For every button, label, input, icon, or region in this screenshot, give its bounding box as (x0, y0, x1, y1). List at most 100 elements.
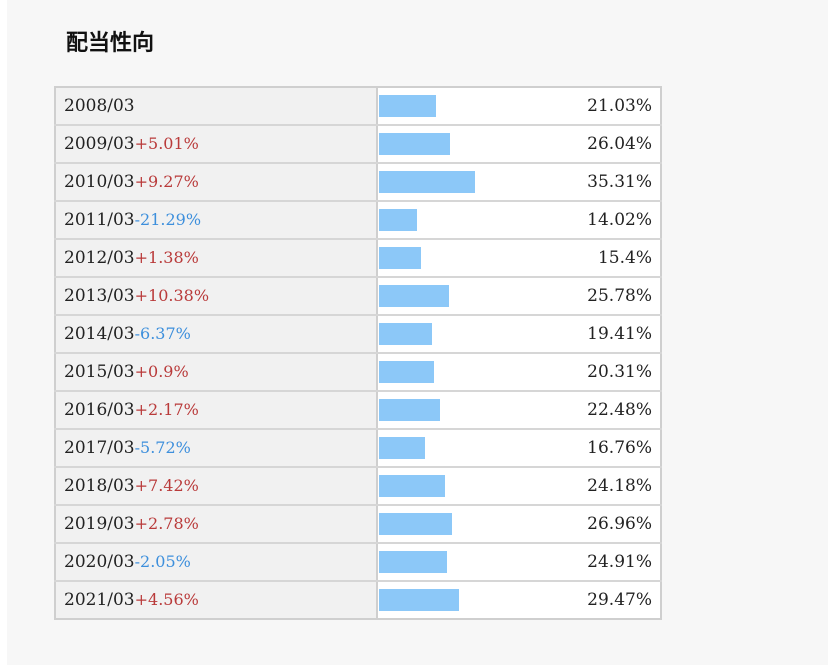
change-label: -21.29% (134, 210, 202, 229)
table-row: 2021/03+4.56% 29.47% (55, 581, 661, 619)
period-label: 2018/03 (64, 476, 135, 496)
bar-cell (377, 163, 526, 202)
ratio-value: 35.31% (526, 163, 661, 202)
period-label: 2009/03 (64, 134, 135, 154)
ratio-value: 21.03% (526, 87, 661, 126)
bar-cell (377, 505, 526, 544)
period-label: 2013/03 (64, 286, 135, 306)
table-row: 2015/03+0.9% 20.31% (55, 353, 661, 392)
ratio-bar (379, 323, 432, 345)
table-row: 2014/03-6.37% 19.41% (55, 315, 661, 354)
ratio-bar (379, 285, 449, 307)
ratio-bar (379, 95, 436, 117)
period-cell: 2021/03+4.56% (55, 581, 378, 619)
bar-cell (377, 87, 526, 126)
ratio-value: 29.47% (587, 590, 652, 610)
period-cell: 2012/03+1.38% (55, 239, 378, 278)
bar-cell (377, 239, 526, 278)
ratio-value: 26.96% (526, 505, 661, 544)
table-row: 2013/03+10.38% 25.78% (55, 277, 661, 316)
table-row: 2020/03-2.05% 24.91% (55, 543, 661, 582)
ratio-value: 24.18% (526, 467, 661, 506)
ratio-value: 24.91% (526, 543, 661, 582)
period-label: 2019/03 (64, 514, 135, 534)
bar-cell (377, 391, 526, 430)
payout-ratio-table: 2008/03 21.03% 2009/03+5.01% 26.04% 2010/03+… (54, 86, 662, 620)
ratio-value: 14.02% (526, 201, 661, 240)
table-row: 2019/03+2.78% 26.96% (55, 505, 661, 544)
period-cell: 2019/03+2.78% (55, 505, 378, 544)
ratio-bar (379, 437, 425, 459)
bar-cell (377, 467, 526, 506)
change-label: +5.01% (134, 134, 199, 153)
period-cell: 2010/03+9.27% (55, 163, 378, 202)
period-cell: 2017/03-5.72% (55, 429, 378, 468)
period-cell: 2016/03+2.17% (55, 391, 378, 430)
table-row: 2011/03-21.29% 14.02% (55, 201, 661, 240)
ratio-bar (379, 513, 452, 535)
change-label: +9.27% (134, 172, 199, 191)
change-label: +7.42% (134, 476, 199, 495)
ratio-value: 20.31% (526, 353, 661, 392)
ratio-value: 15.4% (526, 239, 661, 278)
period-cell: 2011/03-21.29% (55, 201, 378, 240)
ratio-value: 16.76% (526, 429, 661, 468)
period-cell: 2008/03 (55, 87, 378, 126)
change-label: +10.38% (134, 286, 210, 305)
bar-cell (377, 353, 526, 392)
period-label: 2016/03 (64, 400, 135, 420)
period-label: 2017/03 (64, 438, 135, 458)
bar-cell (377, 581, 526, 619)
change-label: -6.37% (134, 324, 191, 343)
ratio-value: 25.78% (526, 277, 661, 316)
period-cell: 2015/03+0.9% (55, 353, 378, 392)
ratio-bar (379, 475, 445, 497)
section-title: 配当性向 (66, 31, 155, 56)
bar-cell (377, 543, 526, 582)
period-cell: 2013/03+10.38% (55, 277, 378, 316)
ratio-bar (379, 209, 417, 231)
period-label: 2015/03 (64, 362, 135, 382)
change-label: +4.56% (134, 590, 199, 609)
ratio-value: 19.41% (526, 315, 661, 354)
change-label: +2.17% (134, 400, 199, 419)
bar-cell (377, 315, 526, 354)
period-label: 2012/03 (64, 248, 135, 268)
change-label: +1.38% (134, 248, 199, 267)
bar-cell (377, 429, 526, 468)
change-label: +2.78% (134, 514, 199, 533)
ratio-value: 26.04% (526, 125, 661, 164)
period-cell: 2014/03-6.37% (55, 315, 378, 354)
ratio-bar (379, 133, 450, 155)
change-label: -2.05% (134, 552, 191, 571)
table-row: 2010/03+9.27% 35.31% (55, 163, 661, 202)
change-label: -5.72% (134, 438, 191, 457)
table-row: 2008/03 21.03% (55, 87, 661, 126)
content-panel: 配当性向 2008/03 21.03% 2009/03+5.01% 26.04% 201… (7, 0, 828, 665)
ratio-bar (379, 551, 447, 573)
bar-cell (377, 125, 526, 164)
period-label: 2010/03 (64, 172, 135, 192)
ratio-bar (379, 247, 421, 269)
period-label: 2008/03 (64, 96, 135, 116)
ratio-bar (379, 361, 434, 383)
period-label: 2021/03 (64, 590, 135, 610)
period-cell: 2020/03-2.05% (55, 543, 378, 582)
period-cell: 2009/03+5.01% (55, 125, 378, 164)
period-cell: 2018/03+7.42% (55, 467, 378, 506)
change-label: +0.9% (134, 362, 189, 381)
period-label: 2011/03 (64, 210, 135, 230)
period-label: 2014/03 (64, 324, 135, 344)
bar-cell (377, 277, 526, 316)
ratio-bar (379, 171, 475, 193)
table-row: 2012/03+1.38% 15.4% (55, 239, 661, 278)
ratio-bar (379, 399, 440, 421)
ratio-bar (379, 589, 459, 611)
table-row: 2017/03-5.72% 16.76% (55, 429, 661, 468)
table-row: 2009/03+5.01% 26.04% (55, 125, 661, 164)
table-row: 2016/03+2.17% 22.48% (55, 391, 661, 430)
period-label: 2020/03 (64, 552, 135, 572)
table-row: 2018/03+7.42% 24.18% (55, 467, 661, 506)
ratio-value: 22.48% (526, 391, 661, 430)
bar-cell (377, 201, 526, 240)
